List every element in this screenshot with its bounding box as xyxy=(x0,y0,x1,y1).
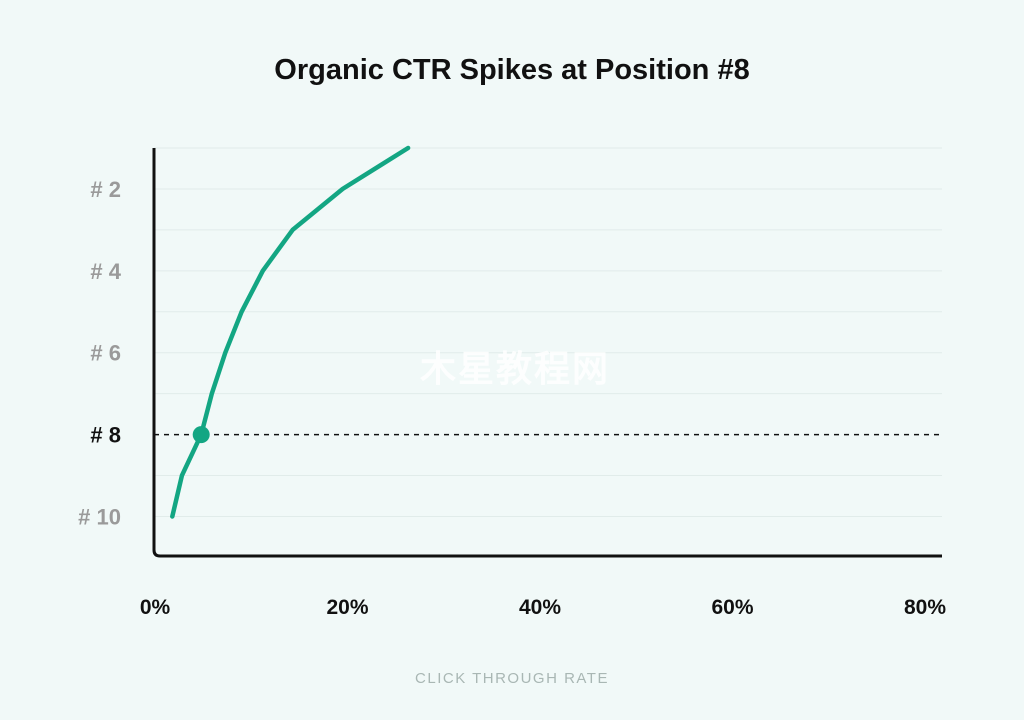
x-tick-label: 0% xyxy=(140,596,171,619)
x-tick-label: 20% xyxy=(326,596,368,619)
x-tick-label: 60% xyxy=(711,596,753,619)
y-tick-label: # 10 xyxy=(78,505,121,530)
highlight-point xyxy=(192,426,210,444)
x-tick-label: 40% xyxy=(519,596,561,619)
y-tick-label: # 6 xyxy=(90,341,121,366)
watermark: 木星教程网 xyxy=(419,348,610,389)
x-axis-label: CLICK THROUGH RATE xyxy=(415,670,609,687)
y-tick-label: # 4 xyxy=(90,259,121,284)
y-tick-label: # 2 xyxy=(90,177,121,202)
chart-title: Organic CTR Spikes at Position #8 xyxy=(274,54,750,86)
ctr-series-line xyxy=(170,145,411,519)
y-tick-label: # 8 xyxy=(90,423,121,448)
x-tick-label: 80% xyxy=(904,596,946,619)
axes xyxy=(152,148,942,558)
